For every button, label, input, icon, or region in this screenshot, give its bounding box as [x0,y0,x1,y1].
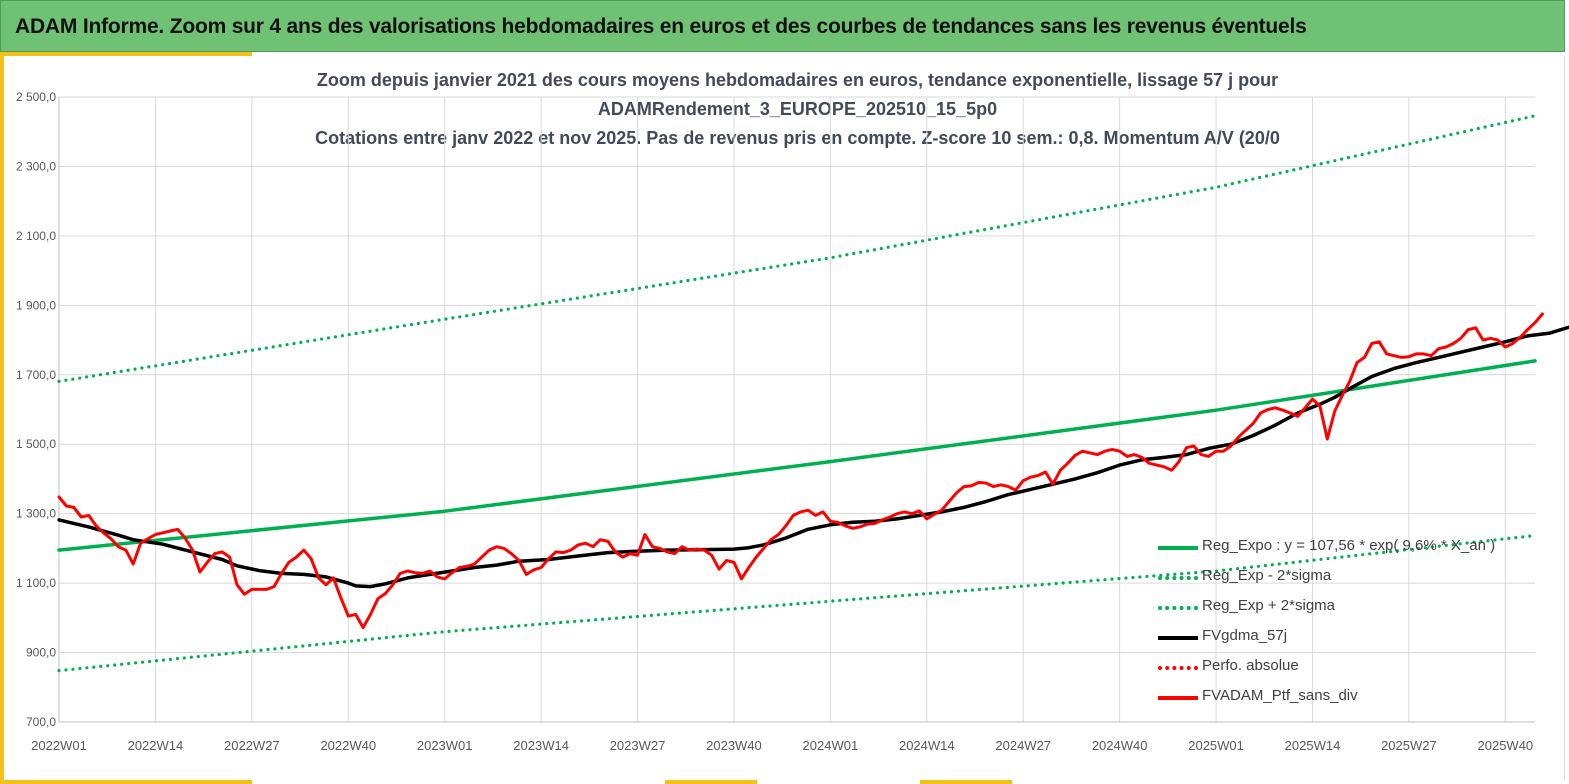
x-tick-label: 2025W01 [1188,738,1244,753]
y-tick-label: 1 100,0 [16,576,56,590]
legend-swatch [1158,666,1198,670]
accent-bar-top [4,52,252,56]
accent-bar-bottom [665,780,757,784]
accent-bar-bottom [0,780,252,784]
x-tick-label: 2025W14 [1285,738,1341,753]
legend-label: FVgdma_57j [1202,627,1288,644]
y-tick-label: 2 100,0 [16,229,56,243]
legend-label: Reg_Expo : y = 107,56 * exp( 9,6% * X_an… [1202,537,1496,554]
y-tick-label: 2 500,0 [16,90,56,104]
x-tick-label: 2023W01 [417,738,473,753]
chart-title-line-1: Zoom depuis janvier 2021 des cours moyen… [316,70,1279,90]
report-title: ADAM Informe. Zoom sur 4 ans des valoris… [15,15,1307,38]
y-tick-label: 700,0 [26,715,56,729]
y-tick-label: 900,0 [26,646,56,660]
y-tick-label: 1 900,0 [16,298,56,312]
x-tick-label: 2024W27 [995,738,1051,753]
legend-swatch [1158,576,1198,580]
chart-title-line-3: Cotations entre janv 2022 et nov 2025. P… [315,128,1280,148]
x-tick-label: 2022W14 [128,738,184,753]
y-tick-label: 1 300,0 [16,507,56,521]
x-tick-label: 2025W27 [1381,738,1437,753]
legend-label: FVADAM_Ptf_sans_div [1202,687,1358,704]
x-tick-label: 2024W40 [1092,738,1148,753]
x-tick-label: 2024W14 [899,738,955,753]
y-tick-label: 2 300,0 [16,159,56,173]
y-tick-label: 1 700,0 [16,368,56,382]
x-tick-label: 2022W01 [31,738,87,753]
x-tick-label: 2024W01 [803,738,859,753]
accent-bar-bottom [920,780,1012,784]
y-tick-label: 1 500,0 [16,437,56,451]
series-line-reg-exp-2-sigma [57,533,1537,673]
legend-swatch [1158,636,1198,640]
legend-swatch [1158,546,1198,550]
x-tick-label: 2025W40 [1478,738,1534,753]
series-line-fvadam-ptf-sans-div [57,312,1544,630]
legend-swatch [1158,696,1198,700]
x-tick-label: 2023W14 [513,738,569,753]
accent-bar-left [0,52,4,784]
x-tick-label: 2023W27 [610,738,666,753]
series-line-reg-expo-y-107-56-exp-9-6-x-an [57,359,1537,552]
report-banner: ADAM Informe. Zoom sur 4 ans des valoris… [0,0,1565,52]
legend-label: Reg_Exp + 2*sigma [1202,597,1335,614]
series-line-reg-exp-2-sigma [57,114,1537,383]
legend-label: Perfo. absolue [1202,657,1299,674]
x-tick-label: 2023W40 [706,738,762,753]
chart-area [4,56,1565,780]
chart-title-line-2: ADAMRendement_3_EUROPE_202510_15_5p0 [597,99,998,119]
legend-swatch [1158,606,1198,610]
x-tick-label: 2022W40 [320,738,376,753]
x-tick-label: 2022W27 [224,738,280,753]
legend-label: Reg_Exp - 2*sigma [1202,567,1332,584]
